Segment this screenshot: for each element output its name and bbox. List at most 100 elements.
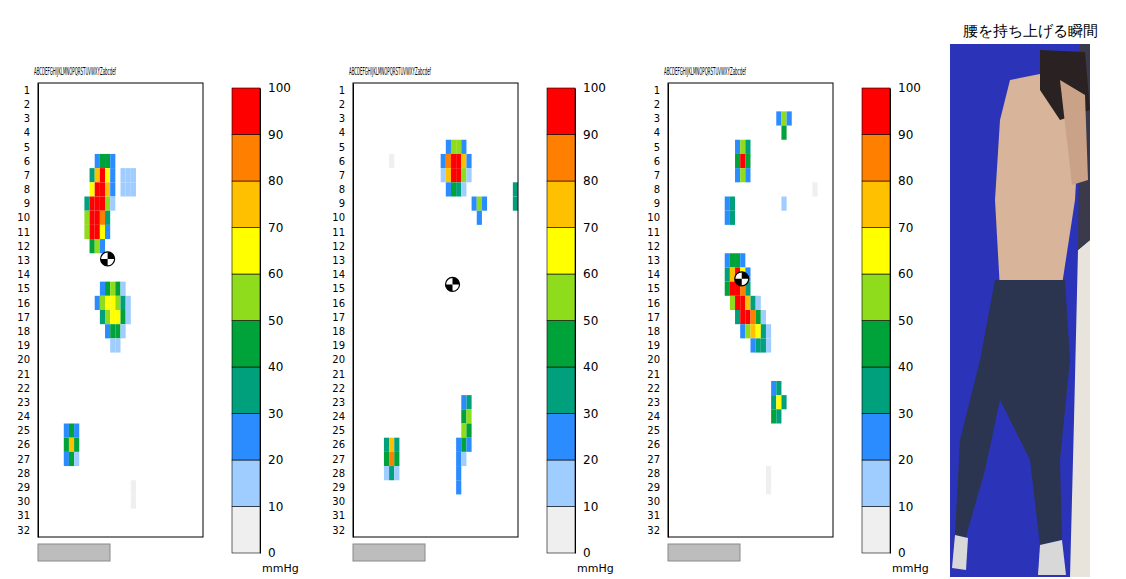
cell bbox=[64, 438, 69, 452]
cell bbox=[466, 424, 471, 438]
colorbar-label: 70 bbox=[898, 221, 913, 235]
tick: 16 bbox=[647, 298, 668, 309]
cell bbox=[456, 140, 461, 154]
cell bbox=[756, 296, 761, 310]
tick: 40 bbox=[260, 360, 283, 374]
tick: 2 bbox=[24, 99, 38, 110]
tick: 90 bbox=[260, 128, 283, 142]
row-label: 7 bbox=[339, 170, 345, 181]
colorbar-label: 90 bbox=[583, 128, 598, 142]
row-label: 18 bbox=[332, 326, 345, 337]
tick: 22 bbox=[647, 383, 668, 394]
center-of-pressure bbox=[446, 277, 460, 291]
tick: 30 bbox=[890, 407, 913, 421]
cell bbox=[446, 168, 451, 182]
cell bbox=[126, 182, 131, 196]
cell bbox=[105, 225, 110, 239]
cell bbox=[466, 168, 471, 182]
cop-quadrant bbox=[101, 259, 108, 266]
cell bbox=[389, 438, 394, 452]
row-label: 4 bbox=[24, 127, 30, 138]
row-label: 1 bbox=[339, 85, 345, 96]
cell bbox=[466, 395, 471, 409]
cell bbox=[389, 452, 394, 466]
cell bbox=[771, 409, 776, 423]
cell bbox=[751, 296, 756, 310]
tick: 32 bbox=[332, 525, 353, 536]
cell bbox=[95, 182, 100, 196]
cell bbox=[740, 310, 745, 324]
cell bbox=[461, 409, 466, 423]
cell bbox=[110, 310, 115, 324]
cell bbox=[761, 310, 766, 324]
cells bbox=[64, 154, 136, 509]
cell bbox=[451, 182, 456, 196]
cell bbox=[64, 424, 69, 438]
tick: 13 bbox=[647, 255, 668, 266]
cell bbox=[100, 154, 105, 168]
row-label: 24 bbox=[332, 411, 345, 422]
tick: 20 bbox=[260, 453, 283, 467]
row-label: 10 bbox=[647, 212, 660, 223]
tick: 16 bbox=[332, 298, 353, 309]
cell bbox=[110, 197, 115, 211]
tick: 20 bbox=[17, 354, 38, 365]
cell bbox=[472, 197, 477, 211]
colorbar-bin bbox=[547, 228, 575, 275]
tick: 6 bbox=[654, 156, 668, 167]
tick: 27 bbox=[17, 454, 38, 465]
tick: 9 bbox=[339, 198, 353, 209]
colorbar-label: 100 bbox=[268, 81, 291, 95]
tick: 11 bbox=[647, 227, 668, 238]
row-axis: 1234567891011121314151617181920212223242… bbox=[647, 84, 668, 538]
pressure-panel: ABCDEFGHIJKLMNOPQRSTUVWXYZabcdef12345678… bbox=[647, 66, 928, 575]
row-label: 18 bbox=[647, 326, 660, 337]
colorbar-bin bbox=[862, 321, 890, 368]
tick: 5 bbox=[654, 142, 668, 153]
colorbar-label: 10 bbox=[583, 500, 598, 514]
cell bbox=[466, 154, 471, 168]
cell bbox=[735, 296, 740, 310]
scroll-bar bbox=[38, 544, 110, 561]
cell bbox=[461, 140, 466, 154]
cell bbox=[121, 296, 126, 310]
tick: 25 bbox=[647, 425, 668, 436]
cell bbox=[751, 324, 756, 338]
row-label: 23 bbox=[332, 397, 345, 408]
cell bbox=[90, 182, 95, 196]
tick: 7 bbox=[24, 170, 38, 181]
cell bbox=[745, 296, 750, 310]
tick: 20 bbox=[332, 354, 353, 365]
tick: 10 bbox=[260, 500, 283, 514]
tick: 25 bbox=[332, 425, 353, 436]
tick: 32 bbox=[647, 525, 668, 536]
row-label: 22 bbox=[332, 383, 345, 394]
colorbar-label: 70 bbox=[583, 221, 598, 235]
colorbar-label: 70 bbox=[268, 221, 283, 235]
cell bbox=[121, 168, 126, 182]
tick: 29 bbox=[647, 482, 668, 493]
row-label: 23 bbox=[647, 397, 660, 408]
cell bbox=[64, 452, 69, 466]
tick: 10 bbox=[575, 500, 598, 514]
row-label: 21 bbox=[332, 369, 345, 380]
cells bbox=[384, 140, 518, 495]
colorbar-bin bbox=[547, 274, 575, 321]
row-label: 25 bbox=[647, 425, 660, 436]
row-label: 20 bbox=[332, 354, 345, 365]
row-label: 32 bbox=[17, 525, 30, 536]
cell bbox=[105, 168, 110, 182]
tick: 29 bbox=[17, 482, 38, 493]
cell bbox=[745, 140, 750, 154]
colorbar-label: 20 bbox=[268, 453, 283, 467]
cell bbox=[100, 310, 105, 324]
cell bbox=[105, 296, 110, 310]
cell bbox=[725, 253, 730, 267]
cell bbox=[105, 197, 110, 211]
colorbar-bin bbox=[547, 507, 575, 554]
tick: 11 bbox=[17, 227, 38, 238]
colorbar-bin bbox=[862, 135, 890, 182]
row-label: 29 bbox=[332, 482, 345, 493]
cell bbox=[740, 324, 745, 338]
cell bbox=[776, 381, 781, 395]
